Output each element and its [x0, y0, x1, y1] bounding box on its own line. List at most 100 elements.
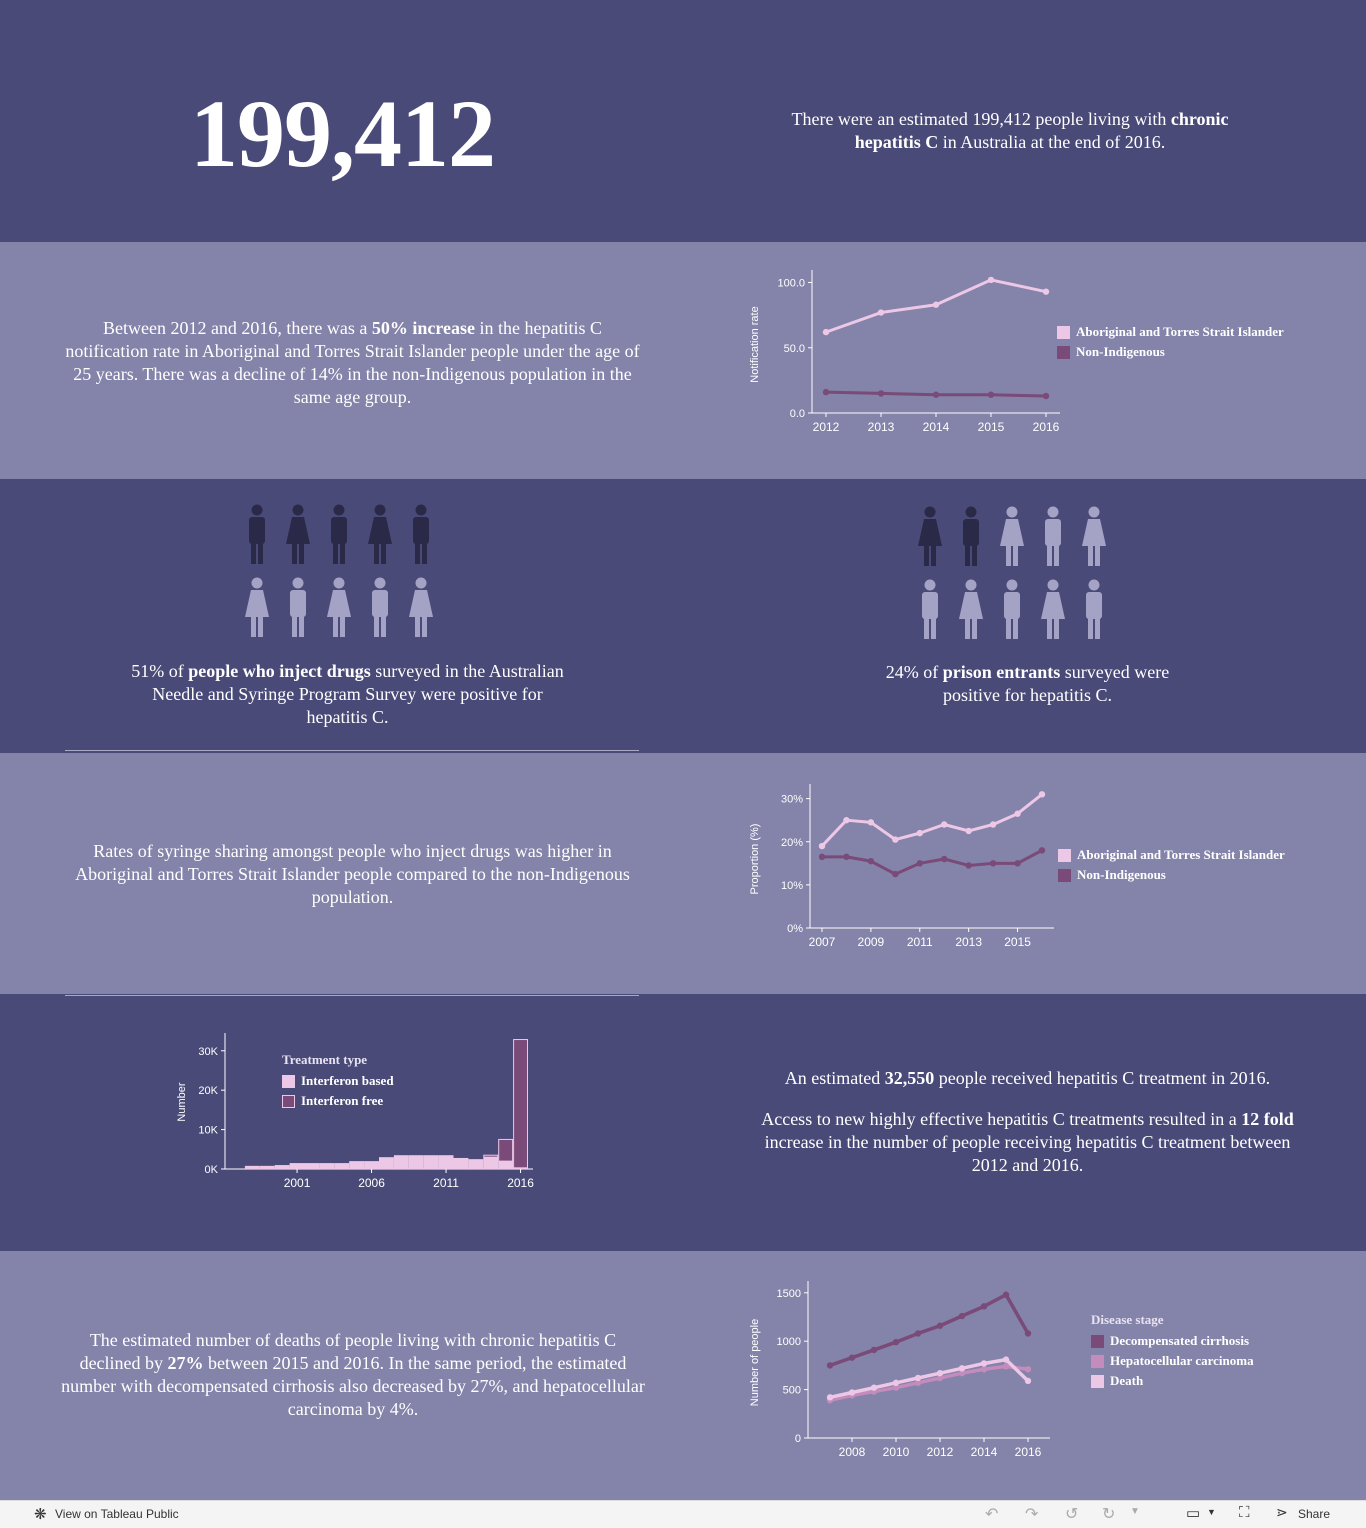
y-tick-label: 0.0: [790, 408, 805, 420]
share-button[interactable]: Share: [1298, 1507, 1331, 1521]
divider: [65, 995, 639, 996]
bar-interferon-based: [259, 1165, 275, 1169]
person-leg: [258, 542, 263, 564]
prison-icon-grid: [918, 506, 1106, 639]
prison-text-1: 24% of: [885, 662, 943, 682]
data-point: [892, 870, 899, 878]
person-leg: [1095, 544, 1100, 566]
refresh-icon[interactable]: ↻: [1102, 1506, 1116, 1523]
x-tick-label: 2015: [978, 420, 1005, 434]
legend-swatch-carcinoma: [1091, 1354, 1104, 1368]
view-on-tableau-link[interactable]: View on Tableau Public: [55, 1507, 179, 1521]
person-body: [413, 517, 429, 544]
x-tick-label: 2014: [923, 420, 950, 434]
data-point: [980, 1366, 988, 1373]
treatment-text-bold-1: 32,550: [884, 1068, 935, 1088]
data-point: [843, 816, 850, 824]
data-point: [822, 388, 830, 396]
data-point: [914, 1379, 922, 1387]
undo-icon[interactable]: ↶: [985, 1506, 999, 1523]
data-point: [1038, 847, 1046, 854]
data-point: [826, 1362, 834, 1369]
x-tick-label: 2008: [839, 1445, 866, 1459]
data-point: [916, 829, 923, 837]
x-tick-label: 2011: [907, 935, 933, 949]
syringe-sharing-chart: 0% 10% 20% 30% 2007 2009 2011 2013 2015 Proportio…: [749, 784, 1054, 949]
data-point: [1042, 392, 1050, 400]
series-line: [829, 1357, 1030, 1400]
treatment-text-1b: people received hepatitis C treatment in…: [934, 1068, 1271, 1088]
data-point: [965, 862, 972, 869]
legend-swatch-nonindig: [1057, 345, 1070, 359]
legend-swatch-interferon-free: [282, 1094, 295, 1108]
data-point: [1042, 288, 1050, 295]
person-body: [1045, 519, 1061, 546]
y-axis-label: Number of people: [749, 1319, 761, 1406]
y-tick-label: 500: [783, 1385, 801, 1397]
person-leg: [251, 615, 256, 637]
data-point: [958, 1312, 966, 1320]
y-axis-label: Notification rate: [749, 306, 761, 382]
prevalence-section: [0, 479, 1366, 753]
pwid-text-1: 51% of: [131, 661, 189, 681]
legend-swatch-cirrhosis: [1091, 1334, 1104, 1348]
pause-dropdown-icon[interactable]: ▼: [1130, 1506, 1140, 1517]
notification-rate-chart: 0.0 50.0 100.0 2012 2013 2014 2015 2016 Notifica…: [749, 270, 1060, 434]
person-leg: [299, 615, 304, 637]
data-point: [965, 827, 972, 835]
notification-text-1: Between 2012 and 2016, there was a: [102, 318, 372, 338]
legend-item-nonindig: Non-Indigenous: [1057, 342, 1284, 362]
x-tick-label: 2016: [1033, 420, 1060, 434]
person-body: [331, 517, 347, 544]
treatment-section: [0, 994, 1366, 1251]
person-head: [1006, 506, 1018, 518]
legend-item-interferon-free: Interferon free: [282, 1091, 394, 1111]
fullscreen-icon[interactable]: ⛶: [1239, 1504, 1250, 1521]
data-point: [958, 1365, 966, 1372]
deaths-text-bold: 27%: [167, 1353, 204, 1373]
share-icon[interactable]: ⋗: [1276, 1504, 1288, 1520]
person-leg: [381, 542, 386, 564]
data-point: [1024, 1377, 1032, 1385]
data-point: [822, 328, 830, 336]
person-icon: [963, 506, 979, 566]
treatment-text-2a: Access to new highly effective hepatitis…: [761, 1109, 1242, 1129]
person-icon: [413, 504, 429, 564]
person-leg: [1095, 617, 1100, 639]
treatment-text-2: Access to new highly effective hepatitis…: [745, 1108, 1310, 1177]
person-leg: [1013, 544, 1018, 566]
person-leg: [1047, 544, 1052, 566]
legend-item-interferon-based: Interferon based: [282, 1071, 394, 1091]
x-tick-label: 2011: [433, 1176, 459, 1190]
bar-interferon-based: [364, 1161, 379, 1169]
data-point: [848, 1389, 856, 1396]
y-tick-label: 30%: [781, 794, 803, 806]
comment-icon[interactable]: ▭: [1186, 1505, 1201, 1522]
redo-icon[interactable]: ↷: [1025, 1506, 1039, 1523]
x-tick-label: 2009: [858, 935, 885, 949]
data-point: [980, 1360, 988, 1367]
person-icon: [409, 577, 433, 637]
data-point: [936, 1322, 944, 1329]
person-icon: [1082, 506, 1106, 566]
person-head: [965, 579, 977, 591]
treatment-legend-title: Treatment type: [282, 1052, 368, 1067]
bar-interferon-based: [334, 1163, 350, 1169]
deaths-section: [0, 1251, 1366, 1500]
person-leg: [1088, 544, 1093, 566]
bar-interferon-based: [513, 1167, 528, 1169]
bar-interferon-based: [379, 1157, 394, 1169]
person-icon: [331, 504, 347, 564]
person-leg: [374, 615, 379, 637]
data-point: [914, 1330, 922, 1337]
comment-dropdown-icon[interactable]: ▼: [1207, 1507, 1216, 1517]
data-point: [987, 391, 995, 398]
person-head: [251, 504, 263, 516]
data-point: [867, 857, 875, 865]
notification-legend: Aboriginal and Torres Strait Islander No…: [1057, 322, 1284, 362]
revert-icon[interactable]: ↺: [1065, 1506, 1079, 1523]
person-leg: [292, 615, 297, 637]
x-tick-label: 2016: [1015, 1445, 1042, 1459]
data-point: [989, 821, 997, 828]
person-leg: [924, 544, 929, 566]
